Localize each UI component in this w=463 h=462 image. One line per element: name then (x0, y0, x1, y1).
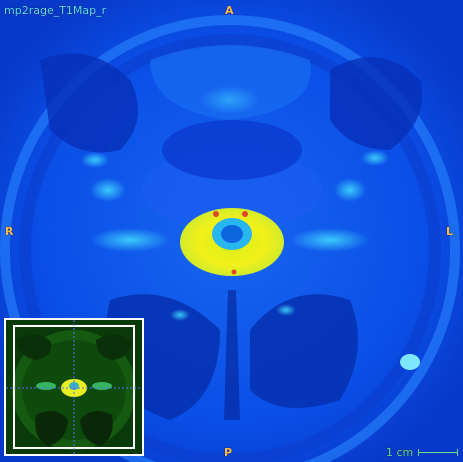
orientation-right-label: R (5, 225, 14, 238)
navigator-thumbnail[interactable] (4, 318, 144, 456)
orientation-anterior-label: A (225, 4, 234, 17)
thumbnail-image (6, 320, 142, 454)
scale-bar-icon (418, 449, 458, 456)
orientation-posterior-label: P (224, 446, 233, 459)
scale-bar-label: 1 cm (386, 446, 414, 459)
series-name-label: mp2rage_T1Map_r (4, 4, 107, 17)
orientation-left-label: L (446, 225, 454, 238)
